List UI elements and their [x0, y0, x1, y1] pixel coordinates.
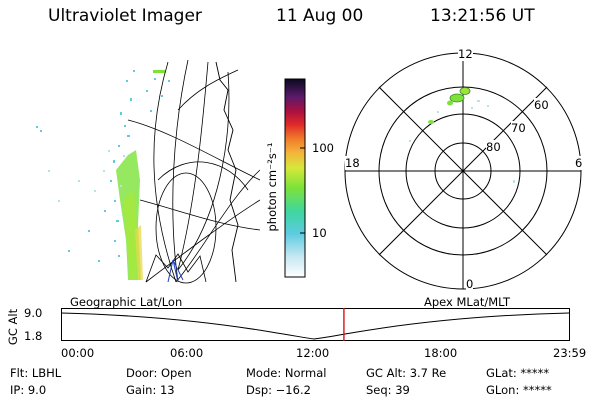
- altitude-curve: [61, 312, 570, 340]
- apex-label: Apex MLat/MLT: [424, 295, 511, 309]
- altitude-max-label: 9.0: [24, 306, 43, 320]
- mlt-label-6: 6: [575, 156, 583, 170]
- dsp-status: Dsp: −16.2: [246, 383, 311, 397]
- aurora-emission-band: [36, 70, 170, 280]
- mlat-label-60: 60: [534, 98, 549, 112]
- mlat-label-70: 70: [511, 121, 526, 135]
- time-tick-0600: 06:00: [170, 346, 204, 360]
- geographic-map-image: [36, 59, 260, 284]
- colorbar-tick-100: 100: [312, 141, 334, 155]
- observation-time: 13:21:56 UT: [430, 6, 535, 26]
- seq-status: Seq: 39: [366, 383, 410, 397]
- polar-mlat-mlt-plot: [344, 52, 582, 290]
- ip-status: IP: 9.0: [10, 383, 47, 397]
- time-tick-2359: 23:59: [553, 346, 587, 360]
- mlt-label-0: 0: [466, 277, 474, 291]
- filter-status: Flt: LBHL: [10, 366, 62, 380]
- door-status: Door: Open: [126, 366, 192, 380]
- time-tick-1800: 18:00: [424, 346, 458, 360]
- mlt-label-18: 18: [345, 156, 360, 170]
- altitude-min-label: 1.8: [24, 329, 43, 343]
- time-tick-0000: 00:00: [61, 346, 95, 360]
- mode-status: Mode: Normal: [246, 366, 327, 380]
- time-tick-1200: 12:00: [296, 346, 330, 360]
- glat-status: GLat: *****: [486, 366, 550, 380]
- instrument-title: Ultraviolet Imager: [48, 6, 202, 26]
- gain-status: Gain: 13: [126, 383, 175, 397]
- glon-status: GLon: *****: [486, 383, 552, 397]
- observer-footprint: [167, 259, 184, 283]
- map-grid-lines: [127, 59, 260, 284]
- colorbar-unit-label: photon cm⁻²s⁻¹: [265, 142, 279, 232]
- altitude-strip-plot: [61, 308, 570, 341]
- colorbar-tick-10: 10: [312, 226, 327, 240]
- geographic-label: Geographic Lat/Lon: [70, 295, 183, 309]
- polar-aurora-emission: [409, 87, 515, 183]
- mlt-label-12: 12: [458, 47, 473, 61]
- observation-date: 11 Aug 00: [276, 6, 364, 26]
- gc-alt-status: GC Alt: 3.7 Re: [366, 366, 447, 380]
- altitude-axis-label: GC Alt: [6, 308, 20, 346]
- mlat-label-80: 80: [486, 140, 501, 154]
- intensity-color-bar: [284, 78, 306, 278]
